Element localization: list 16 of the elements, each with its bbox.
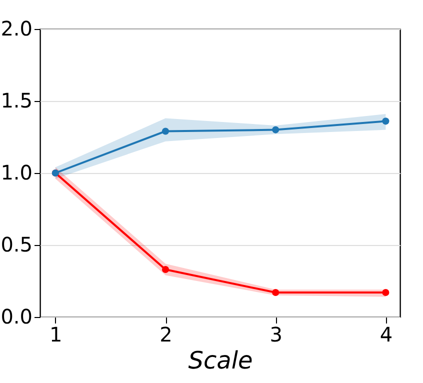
x-tick-label: 1 xyxy=(50,322,62,346)
point xyxy=(382,288,390,296)
point xyxy=(162,266,170,274)
y-tick-label: 1.5 xyxy=(0,88,32,112)
x-tick-label: 3 xyxy=(270,322,282,346)
y-tick-label: 0.0 xyxy=(0,304,32,328)
x-axis-title: Scale xyxy=(188,346,253,374)
x-tick-label: 2 xyxy=(160,322,172,346)
point xyxy=(162,128,170,135)
x-tick-label: 4 xyxy=(380,322,393,346)
y-tick-label: 2.0 xyxy=(0,16,32,40)
point xyxy=(272,126,280,134)
y-tick-label: 1.0 xyxy=(0,160,32,184)
point xyxy=(382,118,390,125)
point xyxy=(272,288,280,296)
y-tick-label: 0.5 xyxy=(0,232,32,256)
